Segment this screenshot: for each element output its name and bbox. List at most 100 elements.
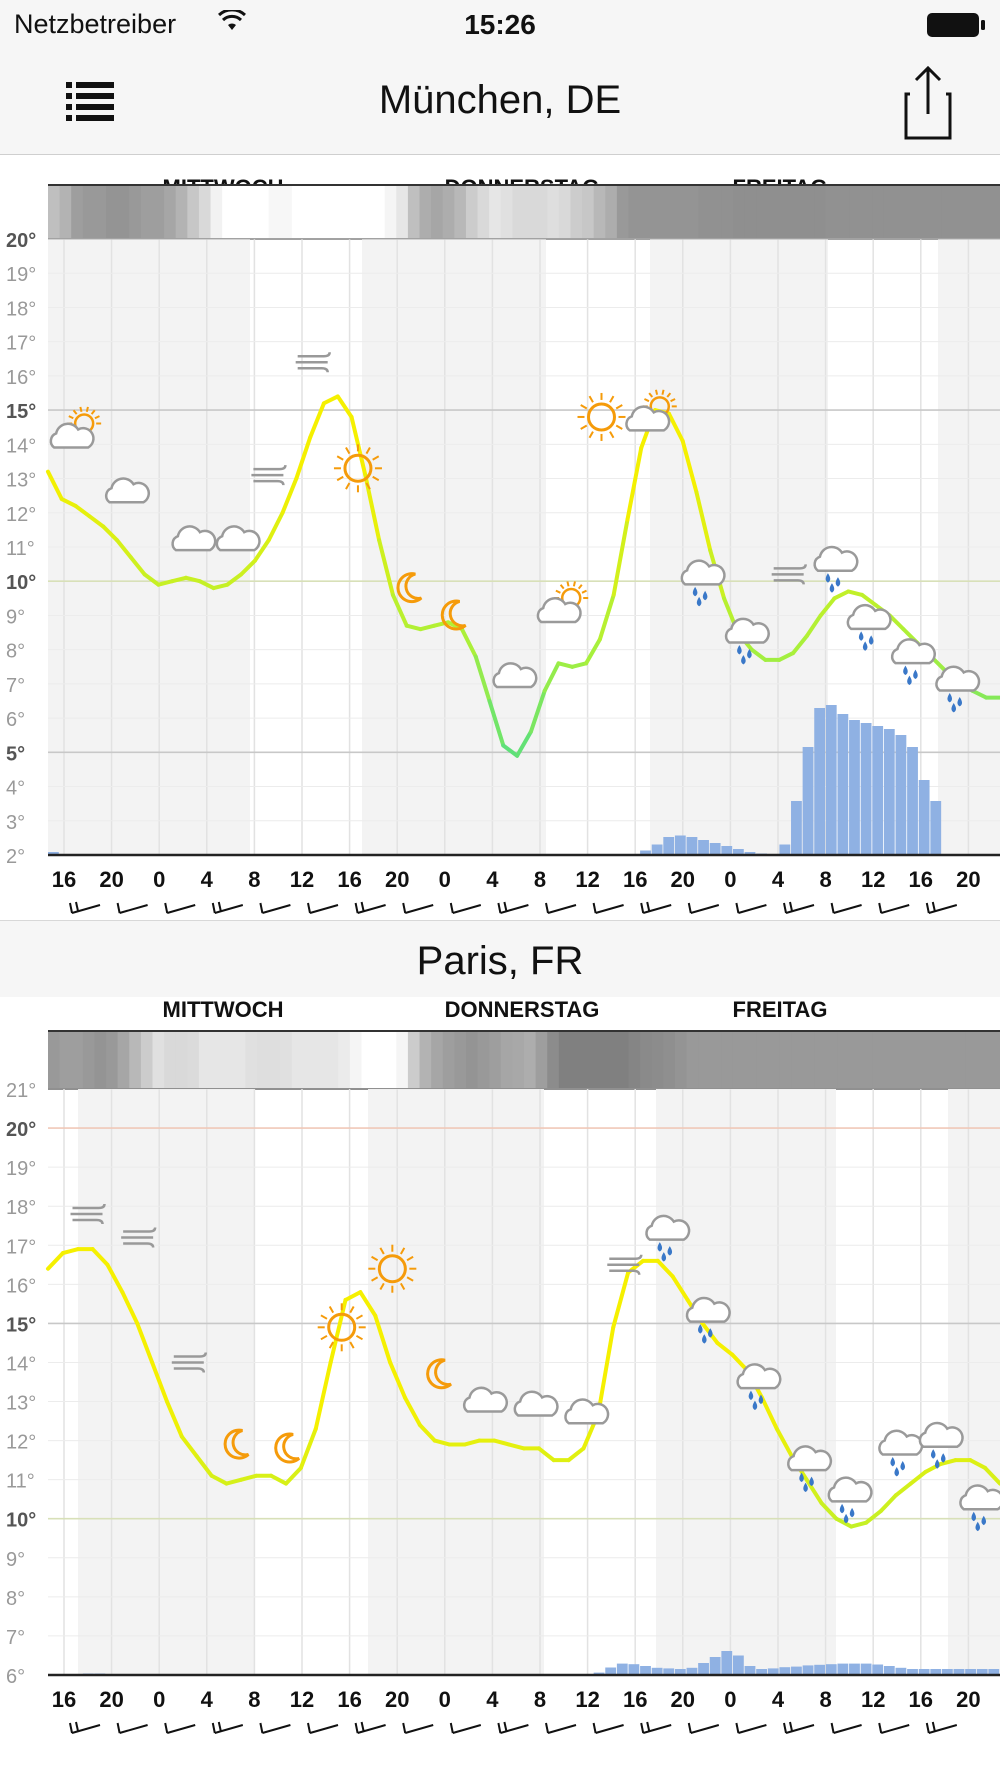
x-tick-label: 20 [671,1687,695,1712]
precipitation-bars [48,705,942,855]
precip-bar [721,1651,733,1675]
precip-bar [744,1666,756,1675]
wind-barb-icon [878,902,910,914]
wind-barb-icon [259,902,291,914]
precip-bar [651,1667,663,1675]
night-shading [78,1089,1000,1675]
y-tick-label: 9° [6,1549,25,1571]
precip-bar [709,843,721,855]
precip-bar [628,1664,640,1675]
wind-barb-icon [925,1721,958,1734]
share-icon[interactable] [892,64,962,144]
precip-bar [849,1663,860,1675]
rain-cloud-icon [685,1296,731,1344]
precip-bar [756,1669,768,1675]
rain-cloud-icon [846,603,892,651]
temperature-segment [197,579,216,591]
wind-barb-icon [640,901,672,914]
rain-cloud-icon [890,638,936,685]
precip-bar [605,1667,617,1675]
wind-barb-icon [545,1722,577,1734]
cloud-icon [492,662,538,689]
temperature-segment [791,633,809,656]
day-label: DONNERSTAG [445,997,600,1022]
temperature-segment [670,1274,690,1302]
precip-bar [744,852,756,855]
temperature-segment [335,394,354,419]
temperature-segment [556,661,575,669]
wind-barb-icon [640,1721,672,1734]
precip-bar [907,1669,918,1675]
precip-bar [860,1663,872,1675]
x-axis-labels: 16 20 0 4 8 12 16 20 0 4 8 12 16 20 0 4 8 12 16 20 [52,1687,981,1712]
moon-icon [396,572,423,604]
cloud-icon [513,1390,559,1417]
temperature-segment [135,1321,155,1365]
temperature-segment [46,1251,65,1271]
y-tick-label: 2° [6,846,25,868]
temperature-segment [487,699,506,748]
y-tick-label: 7° [6,1627,25,1649]
wind-barb-icon [69,901,101,914]
y-axis: 6° 7° 8° 9° 10° 11° 12° 13° 14° 15° 16° 17° 18° 19° 20… [6,1080,1000,1688]
x-tick-label: 4 [772,1687,785,1712]
temperature-segment [473,654,492,703]
precip-bar [883,729,895,855]
precip-bar [907,747,918,855]
precip-bar [791,1666,802,1675]
wind-icon [251,465,287,486]
wind-barb-icon [307,902,339,914]
precip-bar [674,1669,686,1675]
temperature-segment [105,1262,125,1295]
wind-barb-icon [830,902,862,914]
temperature-segment [611,517,630,597]
moon-icon [223,1428,250,1460]
x-tick-label: 20 [385,867,409,892]
rain-cloud-icon [787,1445,833,1493]
precip-bar [918,1669,930,1675]
city-header-paris[interactable]: Paris, FR [0,920,1000,997]
x-tick-label: 20 [99,1687,123,1712]
x-tick-label: 12 [575,1687,599,1712]
wind-barb-icon [735,1722,767,1734]
x-tick-label: 4 [201,1687,214,1712]
temperature-segment [183,575,202,584]
sun-icon [317,1303,366,1352]
temperature-segment [970,688,989,700]
moon-icon [274,1432,301,1464]
wind-icon [70,1203,106,1225]
list-icon[interactable] [52,72,124,132]
temperature-segment [373,1313,393,1365]
x-tick-label: 12 [861,867,885,892]
precip-bar [663,837,675,855]
y-tick-label: 19° [6,1158,36,1180]
temperature-segment [893,1481,913,1498]
wind-barb-icon [735,902,767,914]
wind-barb-icon [783,901,815,914]
precip-bar [965,1669,976,1675]
temperature-segment [321,394,340,406]
wind-icon [171,1352,208,1373]
cloud-icon [105,477,150,504]
y-tick-label: 14° [6,435,36,457]
y-tick-label: 18° [6,298,36,320]
temperature-segment [492,1438,512,1447]
precip-bar [686,837,698,855]
temperature-segment [680,438,699,495]
y-tick-label: 5° [6,743,25,765]
temperature-segment [515,729,533,758]
temperature-segment [165,1399,184,1439]
x-tick-label: 20 [956,1687,980,1712]
temperature-segment [655,1258,675,1279]
temperature-segment [597,592,616,642]
precip-bar [976,1669,988,1675]
x-tick-label: 0 [153,1687,165,1712]
moon-icon [440,599,467,631]
wind-barb-icon [592,902,624,914]
precip-bar [767,1668,779,1675]
y-tick-label: 15° [6,1314,36,1336]
status-time: 15:26 [464,9,536,40]
precip-bar [698,1663,709,1675]
temperature-segment [239,1473,259,1482]
temperature-segment [150,1360,169,1404]
